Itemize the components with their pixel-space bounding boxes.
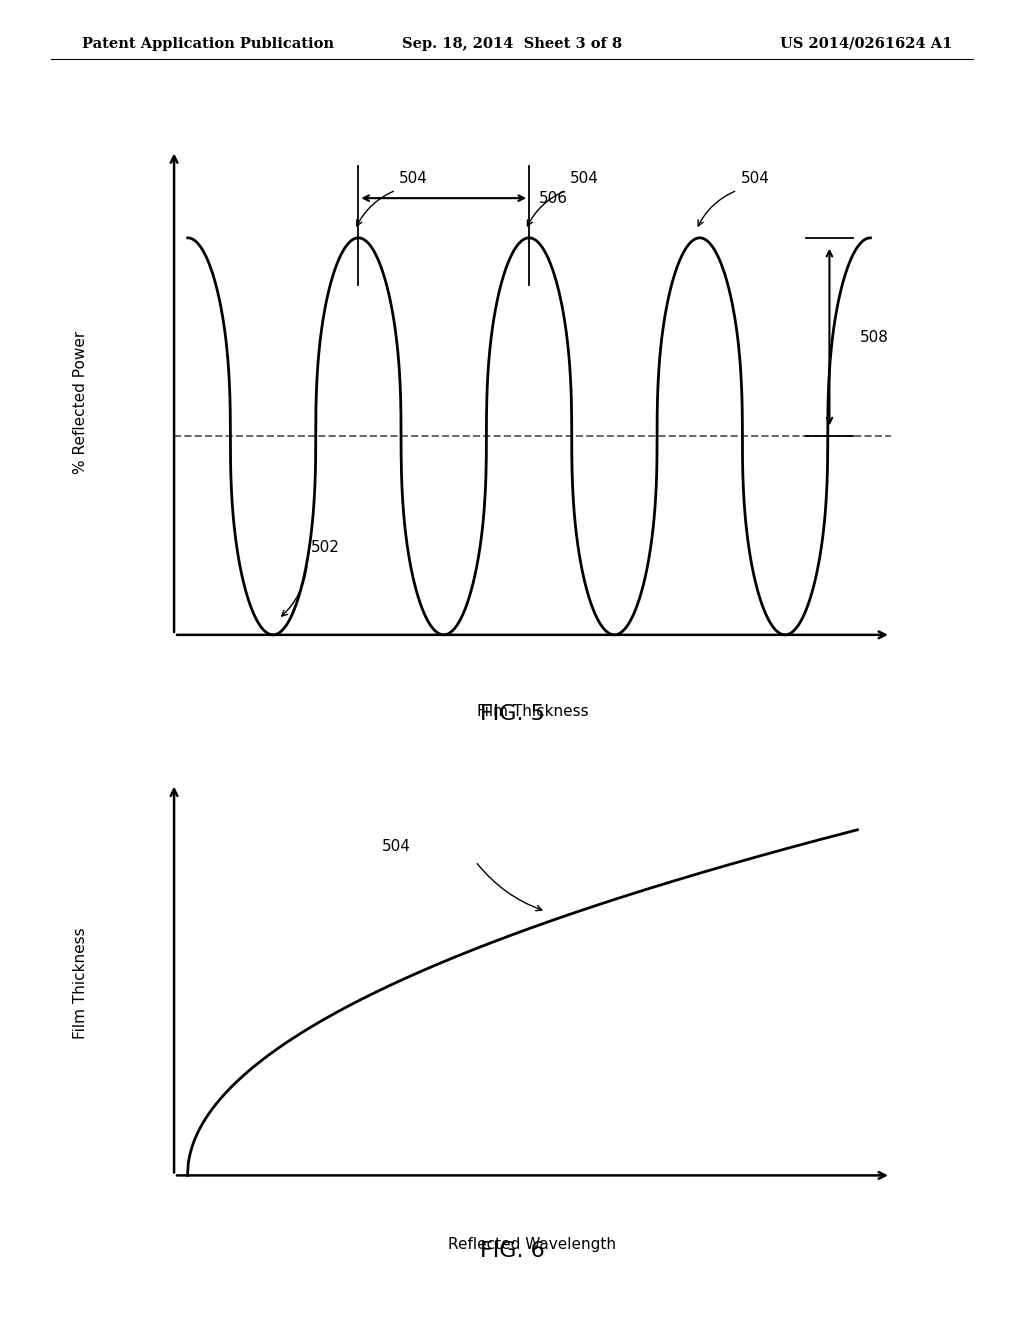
Text: % Reflected Power: % Reflected Power [74, 331, 88, 474]
Text: 504: 504 [399, 172, 428, 186]
Text: 504: 504 [570, 172, 599, 186]
Text: Patent Application Publication: Patent Application Publication [82, 37, 334, 51]
Text: 504: 504 [740, 172, 770, 186]
Text: 504: 504 [382, 838, 411, 854]
Text: Film Thickness: Film Thickness [74, 928, 88, 1039]
Text: Sep. 18, 2014  Sheet 3 of 8: Sep. 18, 2014 Sheet 3 of 8 [402, 37, 622, 51]
Text: FIG. 5: FIG. 5 [479, 704, 545, 723]
Text: 506: 506 [540, 190, 568, 206]
Text: Film Thickness: Film Thickness [476, 704, 589, 718]
Text: US 2014/0261624 A1: US 2014/0261624 A1 [780, 37, 952, 51]
Text: 502: 502 [310, 540, 340, 556]
Text: Reflected Wavelength: Reflected Wavelength [449, 1237, 616, 1251]
Text: FIG. 6: FIG. 6 [479, 1241, 545, 1261]
Text: 508: 508 [860, 330, 889, 345]
